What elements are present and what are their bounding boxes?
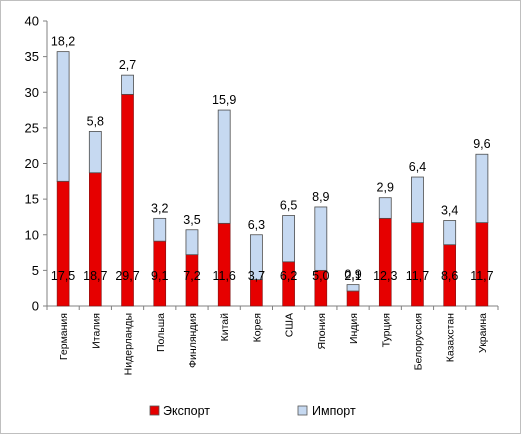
- legend-swatch-export: [149, 405, 160, 416]
- y-tick-label: 5: [32, 263, 39, 278]
- bar-import: [56, 51, 70, 182]
- bar-import: [249, 234, 263, 281]
- legend: Экспорт Импорт: [149, 404, 356, 418]
- data-label-export: 3,7: [248, 269, 265, 283]
- bar-export: [411, 222, 424, 307]
- bar-import: [185, 229, 199, 256]
- bar-import: [282, 215, 296, 263]
- y-tick-label: 0: [32, 299, 39, 314]
- x-category-label: Финляндия: [187, 313, 199, 368]
- y-tick-label: 20: [25, 156, 39, 171]
- data-label-import: 2,7: [119, 58, 136, 72]
- data-label-import: 3,5: [183, 213, 200, 227]
- bar-import: [88, 131, 102, 174]
- data-label-export: 29,7: [115, 269, 139, 283]
- y-tick-label: 25: [25, 120, 39, 135]
- bar-import: [346, 284, 360, 292]
- x-axis: [46, 305, 499, 310]
- y-tick-label: 15: [25, 192, 39, 207]
- data-label-import: 6,3: [248, 218, 265, 232]
- legend-label-import: Импорт: [312, 404, 356, 418]
- x-category-label: Италия: [90, 313, 102, 349]
- bar-export: [217, 223, 231, 307]
- data-label-import: 0,9: [344, 268, 361, 282]
- x-category-label: Казахстан: [445, 313, 457, 362]
- x-category-label: Индия: [348, 313, 360, 344]
- y-tick-label: 35: [25, 49, 39, 64]
- bars: [56, 51, 489, 307]
- bar-export: [475, 222, 489, 307]
- x-category-label: Германия: [58, 313, 70, 360]
- x-category-label: Турция: [380, 313, 392, 347]
- data-label-export: 11,7: [406, 269, 429, 283]
- bar-import: [443, 220, 457, 246]
- data-label-import: 3,2: [151, 201, 168, 215]
- bar-export: [250, 279, 263, 307]
- bar-export: [89, 172, 102, 307]
- category-labels: Германия Италия Нидерланды Польша Финляндия К…: [58, 313, 489, 376]
- data-label-export: 8,6: [441, 269, 458, 283]
- bar-import: [411, 176, 424, 224]
- data-label-export: 6,2: [280, 269, 297, 283]
- x-category-label: Китай: [219, 313, 231, 342]
- x-category-label: Нидерланды: [123, 313, 135, 375]
- bar-import: [121, 74, 134, 95]
- data-label-import: 6,5: [280, 199, 297, 213]
- data-label-import: 15,9: [212, 93, 236, 107]
- data-label-export: 17,5: [51, 269, 75, 283]
- data-label-export: 11,6: [212, 269, 235, 283]
- data-label-import: 8,9: [312, 190, 329, 204]
- bar-import: [217, 109, 231, 224]
- x-category-label: Япония: [316, 313, 328, 349]
- data-label-import: 2,9: [377, 181, 394, 195]
- x-category-label: Белоруссия: [412, 313, 424, 370]
- data-label-export: 2,1: [344, 269, 361, 283]
- data-label-export: 11,7: [470, 269, 493, 283]
- data-label-export: 5,0: [312, 269, 329, 283]
- y-tick-label: 40: [25, 14, 39, 29]
- bar-export: [346, 290, 360, 307]
- bar-import: [378, 197, 392, 219]
- legend-swatch-import: [297, 405, 308, 416]
- bar-import: [153, 217, 167, 242]
- legend-label-export: Экспорт: [163, 404, 210, 418]
- y-tick-label: 10: [25, 227, 39, 242]
- x-category-label: США: [284, 313, 296, 337]
- data-label-import: 9,6: [473, 137, 490, 151]
- data-label-export: 7,2: [183, 269, 200, 283]
- data-label-export: 9,1: [151, 269, 168, 283]
- bar-export: [56, 181, 70, 307]
- y-axis: 0 5 10 15 20 25 30 35 40: [25, 14, 48, 314]
- data-label-import: 3,4: [441, 204, 458, 218]
- data-label-import: 5,8: [87, 114, 104, 128]
- x-category-label: Украина: [477, 313, 489, 353]
- data-label-import: 18,2: [51, 35, 75, 49]
- x-category-label: Корея: [251, 313, 263, 342]
- data-labels: 17,5 18,2 18,7 5,8 29,7 2,7 9,1 3,2 7,2 3,5 11,6 15…: [51, 35, 494, 283]
- x-category-label: Польша: [155, 313, 167, 352]
- data-label-import: 6,4: [409, 160, 426, 174]
- y-tick-label: 30: [25, 85, 39, 100]
- bar-import: [314, 206, 328, 271]
- data-label-export: 12,3: [373, 269, 397, 283]
- bar-import: [475, 153, 489, 224]
- bar-export: [378, 218, 392, 307]
- data-label-export: 18,7: [83, 269, 107, 283]
